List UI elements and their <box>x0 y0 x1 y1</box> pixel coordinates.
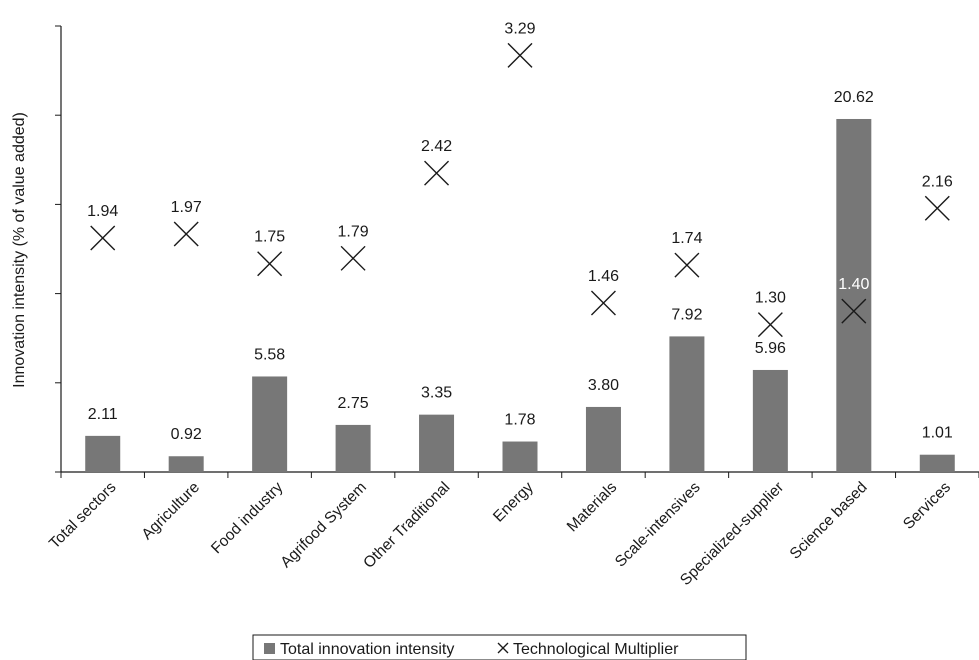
bar-value-label: 2.75 <box>338 395 369 412</box>
bar-agrifood-system <box>335 424 371 472</box>
bar-value-label: 1.01 <box>922 425 953 442</box>
multiplier-marker-other-traditional <box>424 160 450 186</box>
legend-bar-swatch <box>264 643 275 654</box>
multiplier-value-label: 2.42 <box>421 138 452 155</box>
bar-value-label: 0.92 <box>171 426 202 443</box>
marker-stroke <box>173 221 199 247</box>
bar-materials <box>585 406 621 472</box>
multiplier-value-label: 1.74 <box>671 230 702 247</box>
bar-value-label: 3.80 <box>588 377 619 394</box>
marker-stroke <box>590 290 616 316</box>
marker-stroke <box>674 252 700 278</box>
bar-value-label: 5.58 <box>254 346 285 363</box>
bar-food-industry <box>252 376 288 472</box>
category-label-scale-intensives: Scale-intensives <box>612 479 704 571</box>
category-label-agriculture: Agriculture <box>139 479 203 543</box>
category-label-energy: Energy <box>490 479 537 526</box>
category-label-other-traditional: Other Traditional <box>360 479 453 572</box>
bar-value-label: 20.62 <box>834 89 874 106</box>
multiplier-value-label: 1.30 <box>755 290 786 307</box>
bar-specialized-supplier <box>752 369 788 472</box>
multiplier-value-label: 3.29 <box>504 20 535 37</box>
multiplier-marker-specialized-supplier <box>757 312 783 338</box>
multiplier-marker-scale-intensives <box>674 252 700 278</box>
legend-x-marker-icon <box>497 642 509 654</box>
marker-stroke <box>507 42 533 68</box>
bar-value-label: 1.78 <box>504 412 535 429</box>
bar-total-sectors <box>85 435 121 472</box>
category-label-agrifood-system: Agrifood System <box>277 479 369 571</box>
bar-value-label: 5.96 <box>755 340 786 357</box>
marker-stroke <box>841 298 867 324</box>
data-labels: 2.11 1.94 0.92 1.97 5.58 1.75 2.75 1.79 3.35 2.42… <box>87 20 953 443</box>
multiplier-value-label: 1.97 <box>171 199 202 216</box>
bar-energy <box>502 441 538 472</box>
marker-stroke <box>424 160 450 186</box>
multiplier-value-label: 1.40 <box>838 276 869 293</box>
multiplier-value-label: 2.16 <box>922 173 953 190</box>
markers <box>90 42 950 338</box>
bar-other-traditional <box>419 414 455 472</box>
category-label-food-industry: Food industry <box>208 479 287 558</box>
bar-value-label: 2.11 <box>88 406 118 423</box>
category-label-total-sectors: Total sectors <box>46 479 120 553</box>
marker-stroke <box>757 312 783 338</box>
bar-agriculture <box>168 456 204 472</box>
bar-science-based <box>836 118 872 473</box>
multiplier-marker-services <box>924 195 950 221</box>
multiplier-value-label: 1.94 <box>87 203 118 220</box>
legend-label-total-innovation-intensity: Total innovation intensity <box>280 641 454 658</box>
multiplier-marker-food-industry <box>257 251 283 277</box>
multiplier-value-label: 1.79 <box>338 223 369 240</box>
category-labels: Total sectors Agriculture Food industryAgr… <box>46 479 954 589</box>
legend-frame <box>252 634 747 660</box>
marker-stroke <box>924 195 950 221</box>
multiplier-value-label: 1.75 <box>254 229 285 246</box>
category-label-services: Services <box>900 479 954 533</box>
y-axis-label: Innovation intensity (% of value added) <box>11 112 28 388</box>
legend: Total innovation intensity Technological… <box>252 634 747 660</box>
multiplier-marker-agriculture <box>173 221 199 247</box>
multiplier-marker-energy <box>507 42 533 68</box>
bar-services <box>919 454 955 472</box>
category-label-materials: Materials <box>564 479 621 536</box>
marker-stroke <box>257 251 283 277</box>
marker-stroke <box>340 245 366 271</box>
marker-stroke <box>90 225 116 251</box>
multiplier-marker-materials <box>590 290 616 316</box>
legend-label-technological-multiplier: Technological Multiplier <box>513 641 679 658</box>
category-label-science-based: Science based <box>787 479 871 563</box>
multiplier-value-label: 1.46 <box>588 268 619 285</box>
bar-scale-intensives <box>669 336 705 472</box>
multiplier-marker-agrifood-system <box>340 245 366 271</box>
bar-value-label: 7.92 <box>671 306 702 323</box>
multiplier-marker-total-sectors <box>90 225 116 251</box>
multiplier-marker-science-based <box>841 298 867 324</box>
bar-value-label: 3.35 <box>421 385 452 402</box>
bars <box>85 118 955 473</box>
